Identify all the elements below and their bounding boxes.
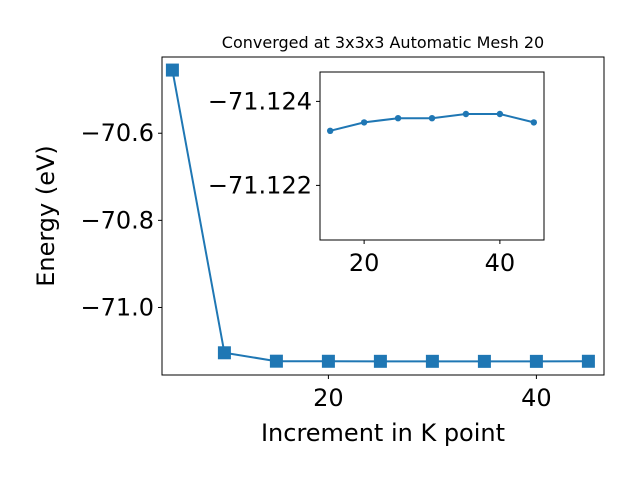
- main-y-tick-label: −70.8: [80, 206, 154, 234]
- main-data-point: [321, 354, 335, 368]
- inset-data-point: [326, 127, 334, 134]
- y-axis-label: Energy (eV): [32, 145, 60, 287]
- inset-x-tick-label: 20: [349, 249, 380, 277]
- inset-data-point: [360, 119, 368, 126]
- main-data-point: [425, 354, 439, 368]
- main-y-tick-label: −70.6: [80, 119, 154, 147]
- main-data-point: [581, 354, 595, 368]
- main-data-point: [165, 63, 179, 77]
- inset-x-tick-label: 40: [485, 249, 516, 277]
- inset-y-tick-label: −71.124: [208, 87, 312, 115]
- inset-y-tick-label: −71.122: [208, 171, 312, 199]
- inset-data-point: [496, 110, 504, 118]
- inset-data-point: [462, 110, 470, 118]
- x-axis-label: Increment in K point: [261, 419, 505, 447]
- main-x-tick-label: 20: [313, 384, 344, 412]
- inset-data-point: [394, 115, 402, 122]
- inset-plot-frame: [319, 71, 545, 241]
- inset-data-point: [530, 119, 538, 126]
- inset-data-point: [428, 115, 436, 122]
- main-plot-frame: [161, 56, 605, 376]
- main-data-point: [529, 354, 543, 368]
- chart-title: Converged at 3x3x3 Automatic Mesh 20: [222, 33, 544, 52]
- main-data-point: [217, 346, 231, 360]
- main-data-point: [477, 354, 491, 368]
- main-y-tick-label: −71.0: [80, 293, 154, 321]
- main-data-point: [373, 354, 387, 368]
- main-data-point: [269, 354, 283, 368]
- main-x-tick-label: 40: [521, 384, 552, 412]
